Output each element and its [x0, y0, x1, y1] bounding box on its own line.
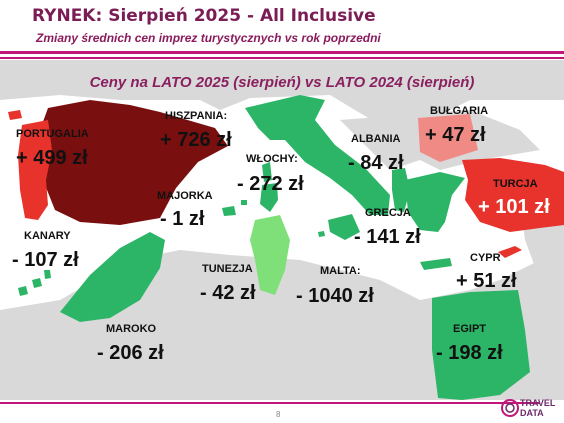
travel-data-logo-icon	[501, 399, 519, 417]
island-sicily	[328, 214, 360, 240]
label-italy: WŁOCHY:	[246, 153, 298, 165]
country-spain	[40, 100, 228, 225]
value-majorca: - 1 zł	[160, 208, 205, 230]
country-portugal	[18, 120, 52, 220]
value-egypt: - 198 zł	[436, 342, 503, 364]
island-canary-2	[32, 278, 42, 288]
chart-title: Ceny na LATO 2025 (sierpień) vs LATO 202…	[89, 74, 475, 91]
country-albania	[392, 168, 410, 212]
label-turkey: TURCJA	[493, 178, 538, 190]
country-egypt	[432, 290, 530, 400]
label-greece: GRECJA	[365, 207, 411, 219]
header-divider-bottom	[0, 57, 564, 59]
label-cyprus: CYPR	[470, 252, 501, 264]
country-tunisia	[250, 215, 290, 295]
country-cyprus	[498, 246, 522, 258]
label-morocco: MAROKO	[106, 323, 157, 335]
value-canary: - 107 zł	[12, 249, 79, 271]
footer-divider	[0, 402, 540, 404]
value-portugal: + 499 zł	[16, 147, 88, 169]
page-title: RYNEK: Sierpień 2025 - All Inclusive	[32, 6, 376, 26]
country-turkey	[462, 158, 564, 232]
value-turkey: + 101 zł	[478, 196, 550, 218]
label-canary: KANARY	[24, 230, 71, 242]
logo-text: TRAVEL DATA	[520, 398, 555, 418]
page-number: 8	[276, 410, 281, 419]
island-corsica	[262, 162, 272, 182]
country-greece	[405, 172, 465, 232]
header-divider-top	[0, 51, 564, 54]
country-malta	[318, 231, 325, 237]
value-morocco: - 206 zł	[97, 342, 164, 364]
value-bulgaria: + 47 zł	[425, 124, 486, 146]
island-menorca	[241, 200, 247, 205]
label-tunisia: TUNEZJA	[202, 263, 253, 275]
value-cyprus: + 51 zł	[456, 270, 517, 292]
label-portugal: PORTUGALIA	[16, 128, 89, 140]
label-malta: MALTA:	[320, 265, 361, 277]
value-albania: - 84 zł	[348, 152, 404, 174]
island-canary-1	[18, 286, 28, 296]
value-spain: + 726 zł	[160, 129, 232, 151]
island-crete	[420, 258, 452, 270]
value-greece: - 141 zł	[354, 226, 421, 248]
label-egypt: EGIPT	[453, 323, 487, 335]
label-albania: ALBANIA	[351, 133, 401, 145]
land-north	[0, 60, 564, 125]
value-italy: - 272 zł	[237, 173, 304, 195]
country-bulgaria	[418, 114, 478, 162]
country-morocco	[60, 232, 165, 322]
island-sardinia	[260, 183, 278, 212]
label-bulgaria: BUŁGARIA	[430, 105, 489, 117]
logo-text-data: DATA	[520, 408, 544, 418]
value-tunisia: - 42 zł	[200, 282, 256, 304]
label-majorca: MAJORKA	[157, 190, 213, 202]
island-canary-3	[44, 270, 51, 279]
page-subtitle: Zmiany średnich cen imprez turystycznych…	[36, 31, 381, 45]
country-italy	[245, 95, 390, 215]
value-malta: - 1040 zł	[296, 285, 374, 307]
logo-text-travel: TRAVEL	[520, 398, 556, 408]
island-madeira	[8, 110, 22, 120]
europe-map	[0, 60, 564, 400]
label-spain: HISZPANIA:	[165, 110, 228, 122]
island-majorca	[222, 206, 236, 216]
